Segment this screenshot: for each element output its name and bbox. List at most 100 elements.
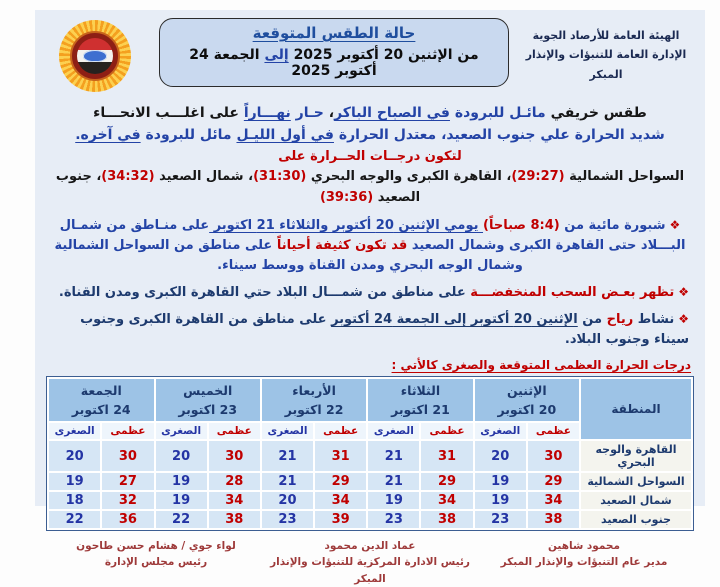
max-temp-value: 28: [206, 471, 262, 492]
agency-line2: الإدارة العامة للتنبؤات والإنذار المبكر: [525, 48, 687, 81]
days-header-row: المنطقة الإثنين 20 اكتوبر الثلاثاء 21 اكتوب…: [47, 377, 693, 441]
max-temp-value: 36: [100, 509, 156, 530]
min-temp-value: 19: [472, 471, 528, 492]
max-temp-value: 38: [419, 509, 475, 530]
temps-seg: ، القاهرة الكبرى والوجه البحري: [306, 169, 512, 184]
fog-time: (8:4 صباحاً): [483, 218, 560, 233]
min-temp-value: 22: [46, 509, 103, 530]
date-range: من الإثنين 20 أكتوبر 2025 إلى الجمعة 24 …: [170, 47, 498, 79]
min-temp-value: 19: [366, 490, 422, 511]
bulletin-document: الهيئة العامة للأرصاد الجوية الإدارة الع…: [35, 10, 705, 585]
title-box: حالة الطقس المتوقعة من الإثنين 20 أكتوبر…: [159, 18, 509, 87]
min-label: الصغرى: [153, 421, 209, 441]
clouds-note: ❖تظهر بعـض السحب المنخفضـــة على مناطق م…: [51, 282, 689, 303]
temps-by-region: السواحل الشمالية (29:27)، القاهرة الكبرى…: [45, 166, 695, 208]
min-temp-value: 19: [46, 471, 103, 492]
clouds-seg: تظهر بعـض السحب المنخفضـــة: [470, 285, 675, 300]
max-label: عظمى: [313, 421, 369, 441]
min-temp-value: 19: [153, 471, 209, 492]
max-temp-value: 38: [206, 509, 262, 530]
summary-seg: مائـل للبرودة: [449, 105, 546, 121]
summary-seg: ،: [323, 105, 335, 121]
header: الهيئة العامة للأرصاد الجوية الإدارة الع…: [45, 16, 695, 92]
max-temp-value: 29: [419, 471, 475, 492]
signature-block: محمود شاهين مدير عام التنبؤات والإنذار ا…: [477, 538, 691, 587]
region-name: القاهرة والوجه البحري: [579, 439, 693, 473]
signature-block: لواء جوي / هشام حسن طاحون رئيس مجلس الإد…: [49, 538, 263, 587]
region-name: جنوب الصعيد: [579, 509, 693, 530]
signature-name: لواء جوي / هشام حسن طاحون: [76, 540, 236, 552]
min-temp-value: 23: [366, 509, 422, 530]
date-range-pre: من الإثنين 20 أكتوبر 2025: [288, 47, 479, 63]
min-label: الصغرى: [46, 421, 103, 441]
day-header-4: الجمعة 24 اكتوبر: [47, 377, 156, 423]
temps-value: (39:36): [319, 190, 374, 205]
date-range-post: الجمعة 24 أكتوبر 2025: [189, 47, 377, 79]
table-row: القاهرة والوجه البحري 30 20 31 21 31 21 30 20 30 2…: [46, 439, 693, 473]
max-temp-value: 31: [419, 439, 475, 473]
fog-warning: ❖شبورة مائية من (8:4 صباحاً) يومي الإثني…: [51, 215, 689, 276]
max-temp-value: 34: [313, 490, 369, 511]
max-temp-value: 34: [419, 490, 475, 511]
max-label: عظمى: [525, 421, 582, 441]
fog-seg: على منـاطق من شمـال البـــلاد حتى القاهر…: [59, 218, 686, 253]
signature-title: رئيس الادارة المركزية للتنبؤات والإنذار …: [270, 556, 470, 585]
min-temp-value: 20: [153, 439, 209, 473]
min-label: الصغرى: [472, 421, 528, 441]
region-name: شمال الصعيد: [579, 490, 693, 511]
min-temp-value: 21: [366, 471, 422, 492]
wind-days: الإثنين 20 أكتوبر إلى الجمعة 24 أكتوبر: [331, 312, 578, 327]
temps-value: (34:32): [101, 169, 155, 184]
max-temp-value: 30: [100, 439, 156, 473]
max-temp-value: 34: [206, 490, 262, 511]
min-temp-value: 19: [472, 490, 528, 511]
summary-seg: طقس خريفي: [545, 105, 647, 121]
table-row: شمال الصعيد 34 19 34 19 34 20 34 19 32 18: [46, 490, 693, 511]
day-header-0: الإثنين 20 اكتوبر: [472, 377, 582, 423]
min-temp-value: 20: [46, 439, 103, 473]
summary-seg: في آخره.: [75, 127, 141, 143]
wind-seg: نشاط: [633, 312, 675, 327]
min-temp-value: 21: [366, 439, 422, 473]
fog-dense-note: قد تكون كثيفة أحياناً: [276, 238, 408, 253]
wind-seg: من: [577, 312, 607, 327]
day-header-3: الخميس 23 اكتوبر: [153, 377, 262, 423]
min-temp-value: 23: [259, 509, 316, 530]
bullet-diamond-icon: ❖: [678, 285, 689, 299]
met-authority-logo-icon: [59, 20, 131, 92]
min-temp-value: 21: [259, 471, 316, 492]
day-header-2: الأربعاء 22 اكتوبر: [259, 377, 369, 423]
page-title: حالة الطقس المتوقعة: [252, 24, 416, 42]
min-label: الصغرى: [366, 421, 422, 441]
summary-seg: حـار: [290, 105, 324, 121]
fog-seg: على مناطق من السواحل الشمالية وشمال الوج…: [54, 238, 523, 273]
logo-cloud-icon: [83, 50, 107, 62]
temps-seg: ، جنوب الصعيد: [55, 169, 421, 205]
agency-line1: الهيئة العامة للأرصاد الجوية: [532, 29, 680, 42]
min-temp-value: 21: [259, 439, 316, 473]
region-name: السواحل الشمالية: [579, 471, 693, 492]
wind-note: ❖نشاط رياح من الإثنين 20 أكتوبر إلى الجم…: [51, 309, 689, 350]
summary-seg: نهـــاراً: [243, 105, 291, 121]
max-label: عظمى: [100, 421, 156, 441]
summary-seg: في الصباح الباكر: [334, 105, 450, 121]
table-row: جنوب الصعيد 38 23 38 23 39 23 38 22 36 22: [46, 509, 693, 530]
temps-seg: السواحل الشمالية: [564, 169, 685, 184]
min-temp-value: 23: [472, 509, 528, 530]
signature-name: عماد الدين محمود: [324, 540, 416, 552]
min-temp-value: 20: [259, 490, 316, 511]
max-temp-value: 27: [100, 471, 156, 492]
logo-ring: [70, 31, 120, 81]
max-label: عظمى: [206, 421, 262, 441]
max-temp-value: 30: [206, 439, 262, 473]
agency-name: الهيئة العامة للأرصاد الجوية الإدارة الع…: [517, 16, 695, 84]
region-column-header: المنطقة: [579, 377, 693, 441]
logo-flag: [77, 38, 113, 74]
max-temp-value: 30: [525, 439, 582, 473]
fog-days: يومي الإثنين 20 أكتوبر والثلاثاء 21 اكتو…: [209, 218, 484, 233]
signatures: محمود شاهين مدير عام التنبؤات والإنذار ا…: [45, 538, 695, 587]
max-temp-value: 29: [313, 471, 369, 492]
date-range-to: إلى: [264, 47, 289, 63]
max-temp-value: 29: [525, 471, 582, 492]
summary-seg: على اغلـــب الانحـــاء: [93, 105, 244, 121]
